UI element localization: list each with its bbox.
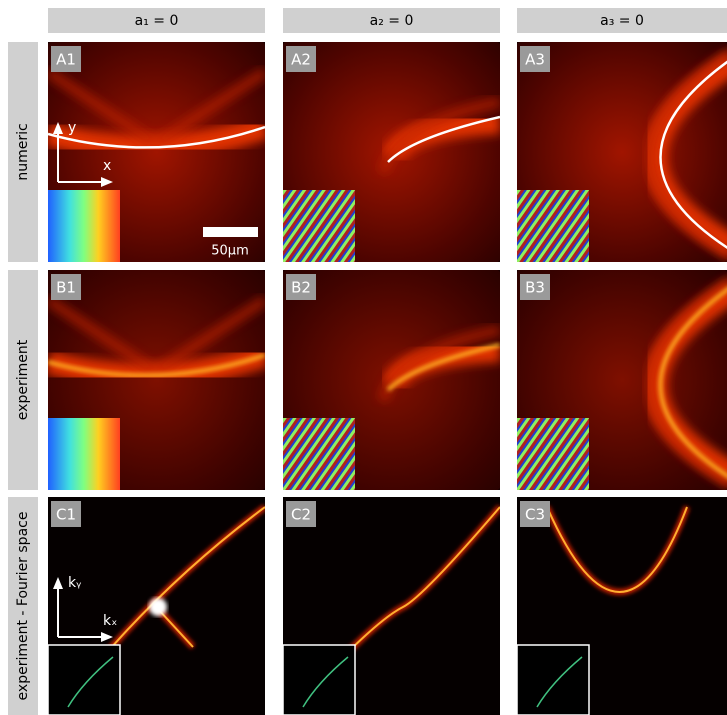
scale-bar-label: 50µm — [211, 244, 248, 259]
panel-image — [475, 226, 727, 534]
fourier-spot — [149, 598, 167, 616]
glow — [475, 0, 727, 306]
panel: A2 — [240, 0, 544, 306]
panel-image — [5, 0, 309, 306]
phase-inset — [283, 190, 355, 262]
glow — [475, 226, 727, 534]
panel-label: A3 — [525, 51, 545, 69]
panel: B2 — [240, 226, 544, 534]
column-header: a₃ = 0 — [600, 13, 644, 29]
panel-image — [5, 226, 309, 534]
phase-inset — [283, 418, 355, 490]
axis-label: y — [68, 120, 76, 136]
panel-image — [240, 0, 544, 306]
scale-bar — [203, 227, 258, 237]
row-label: experiment — [15, 339, 31, 420]
panel: C1 kₓ kᵧ — [48, 497, 265, 715]
panel-image — [240, 226, 544, 534]
phase-inset — [517, 418, 589, 490]
row-label: numeric — [15, 123, 31, 180]
panel: A1 x y 50µm — [5, 0, 309, 306]
panel: B1 — [5, 226, 309, 534]
fourier-inset — [48, 645, 120, 715]
panel-label: C1 — [56, 506, 76, 524]
phase-inset — [517, 190, 589, 262]
axis-label: x — [103, 158, 111, 174]
axis-label: kᵧ — [68, 575, 81, 591]
panel-label: A2 — [291, 51, 311, 69]
panel: B3 — [475, 226, 727, 534]
panel-label: B3 — [525, 279, 545, 297]
panel-image — [475, 0, 727, 306]
fourier-inset — [283, 645, 355, 715]
row-label: experiment - Fourier space — [15, 512, 31, 701]
panel-label: C3 — [525, 506, 545, 524]
fourier-inset — [517, 645, 589, 715]
column-header: a₁ = 0 — [135, 13, 179, 29]
axis-label: kₓ — [103, 613, 117, 629]
phase-inset — [48, 418, 120, 490]
phase-inset — [48, 190, 120, 262]
panel-label: A1 — [56, 51, 76, 69]
panel-label: C2 — [291, 506, 311, 524]
panel-label: B1 — [56, 279, 76, 297]
panel: A3 — [475, 0, 727, 306]
panel: C2 — [283, 497, 500, 715]
column-header: a₂ = 0 — [370, 13, 414, 29]
panel: C3 — [517, 497, 727, 715]
figure: a₁ = 0 a₂ = 0 a₃ = 0 numeric A1 x y 50µm A2 A3 exp… — [0, 0, 727, 715]
panel-label: B2 — [291, 279, 311, 297]
